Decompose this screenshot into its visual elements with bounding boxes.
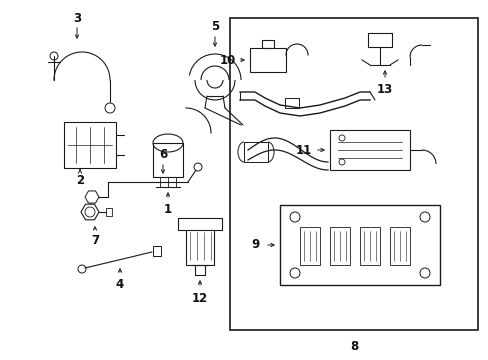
Bar (285, 98, 298, 108)
Text: 2: 2 (76, 174, 84, 186)
Text: 12: 12 (191, 292, 208, 305)
Bar (106, 208, 112, 216)
Bar (185, 230, 214, 265)
Bar (280, 205, 439, 285)
Bar (389, 227, 409, 265)
Bar (299, 227, 319, 265)
Bar (249, 48, 285, 72)
Bar (329, 130, 409, 170)
Text: 4: 4 (116, 278, 124, 291)
Bar (153, 246, 161, 256)
Text: 13: 13 (376, 82, 392, 95)
Bar (329, 227, 349, 265)
Text: 5: 5 (210, 19, 219, 32)
Text: 1: 1 (163, 202, 172, 216)
Text: 7: 7 (91, 234, 99, 247)
Text: 9: 9 (250, 239, 259, 252)
Bar (153, 143, 183, 177)
Bar (367, 33, 391, 47)
Bar (64, 122, 116, 168)
Text: 8: 8 (349, 339, 357, 352)
Text: 3: 3 (73, 12, 81, 24)
Text: 10: 10 (220, 54, 236, 67)
Bar (359, 227, 379, 265)
Bar (229, 18, 477, 330)
Bar (244, 142, 267, 162)
Text: 11: 11 (295, 144, 311, 157)
Text: 6: 6 (159, 148, 167, 161)
